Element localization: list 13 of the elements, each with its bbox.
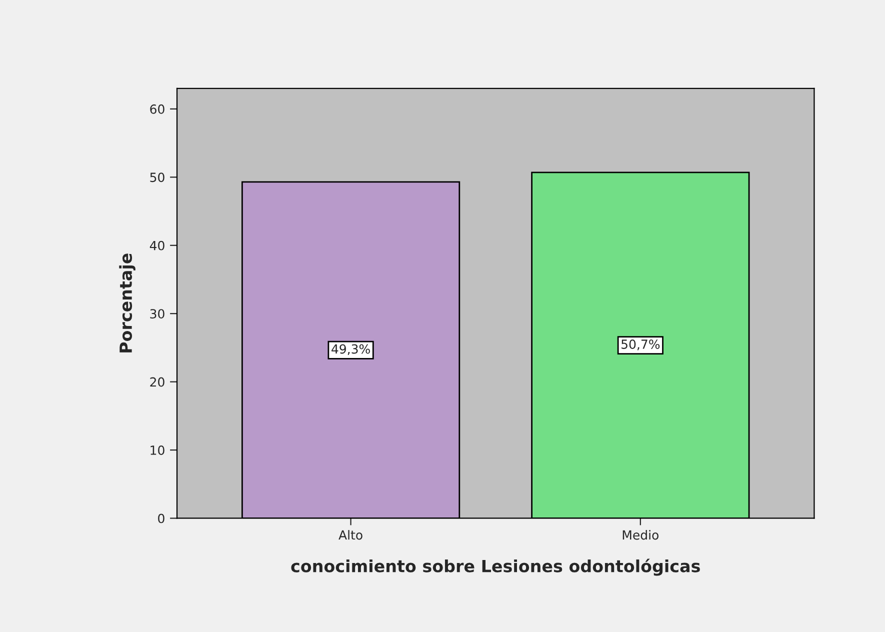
- x-tick-label: Alto: [338, 530, 362, 540]
- y-tick-label: 30: [150, 309, 164, 319]
- x-axis-title: conocimiento sobre Lesiones odontológicas: [291, 558, 700, 576]
- data-label: 50,7%: [622, 339, 660, 350]
- y-tick-label: 20: [150, 377, 164, 387]
- y-tick-label: 40: [150, 240, 164, 250]
- x-tick-label: Medio: [622, 530, 658, 540]
- y-tick-label: 10: [150, 445, 164, 455]
- y-axis-title: Porcentaje: [119, 254, 136, 352]
- data-label: 49,3%: [332, 344, 370, 355]
- y-tick-label: 50: [150, 172, 164, 182]
- y-tick-label: 0: [158, 514, 164, 524]
- y-tick-label: 60: [150, 104, 164, 114]
